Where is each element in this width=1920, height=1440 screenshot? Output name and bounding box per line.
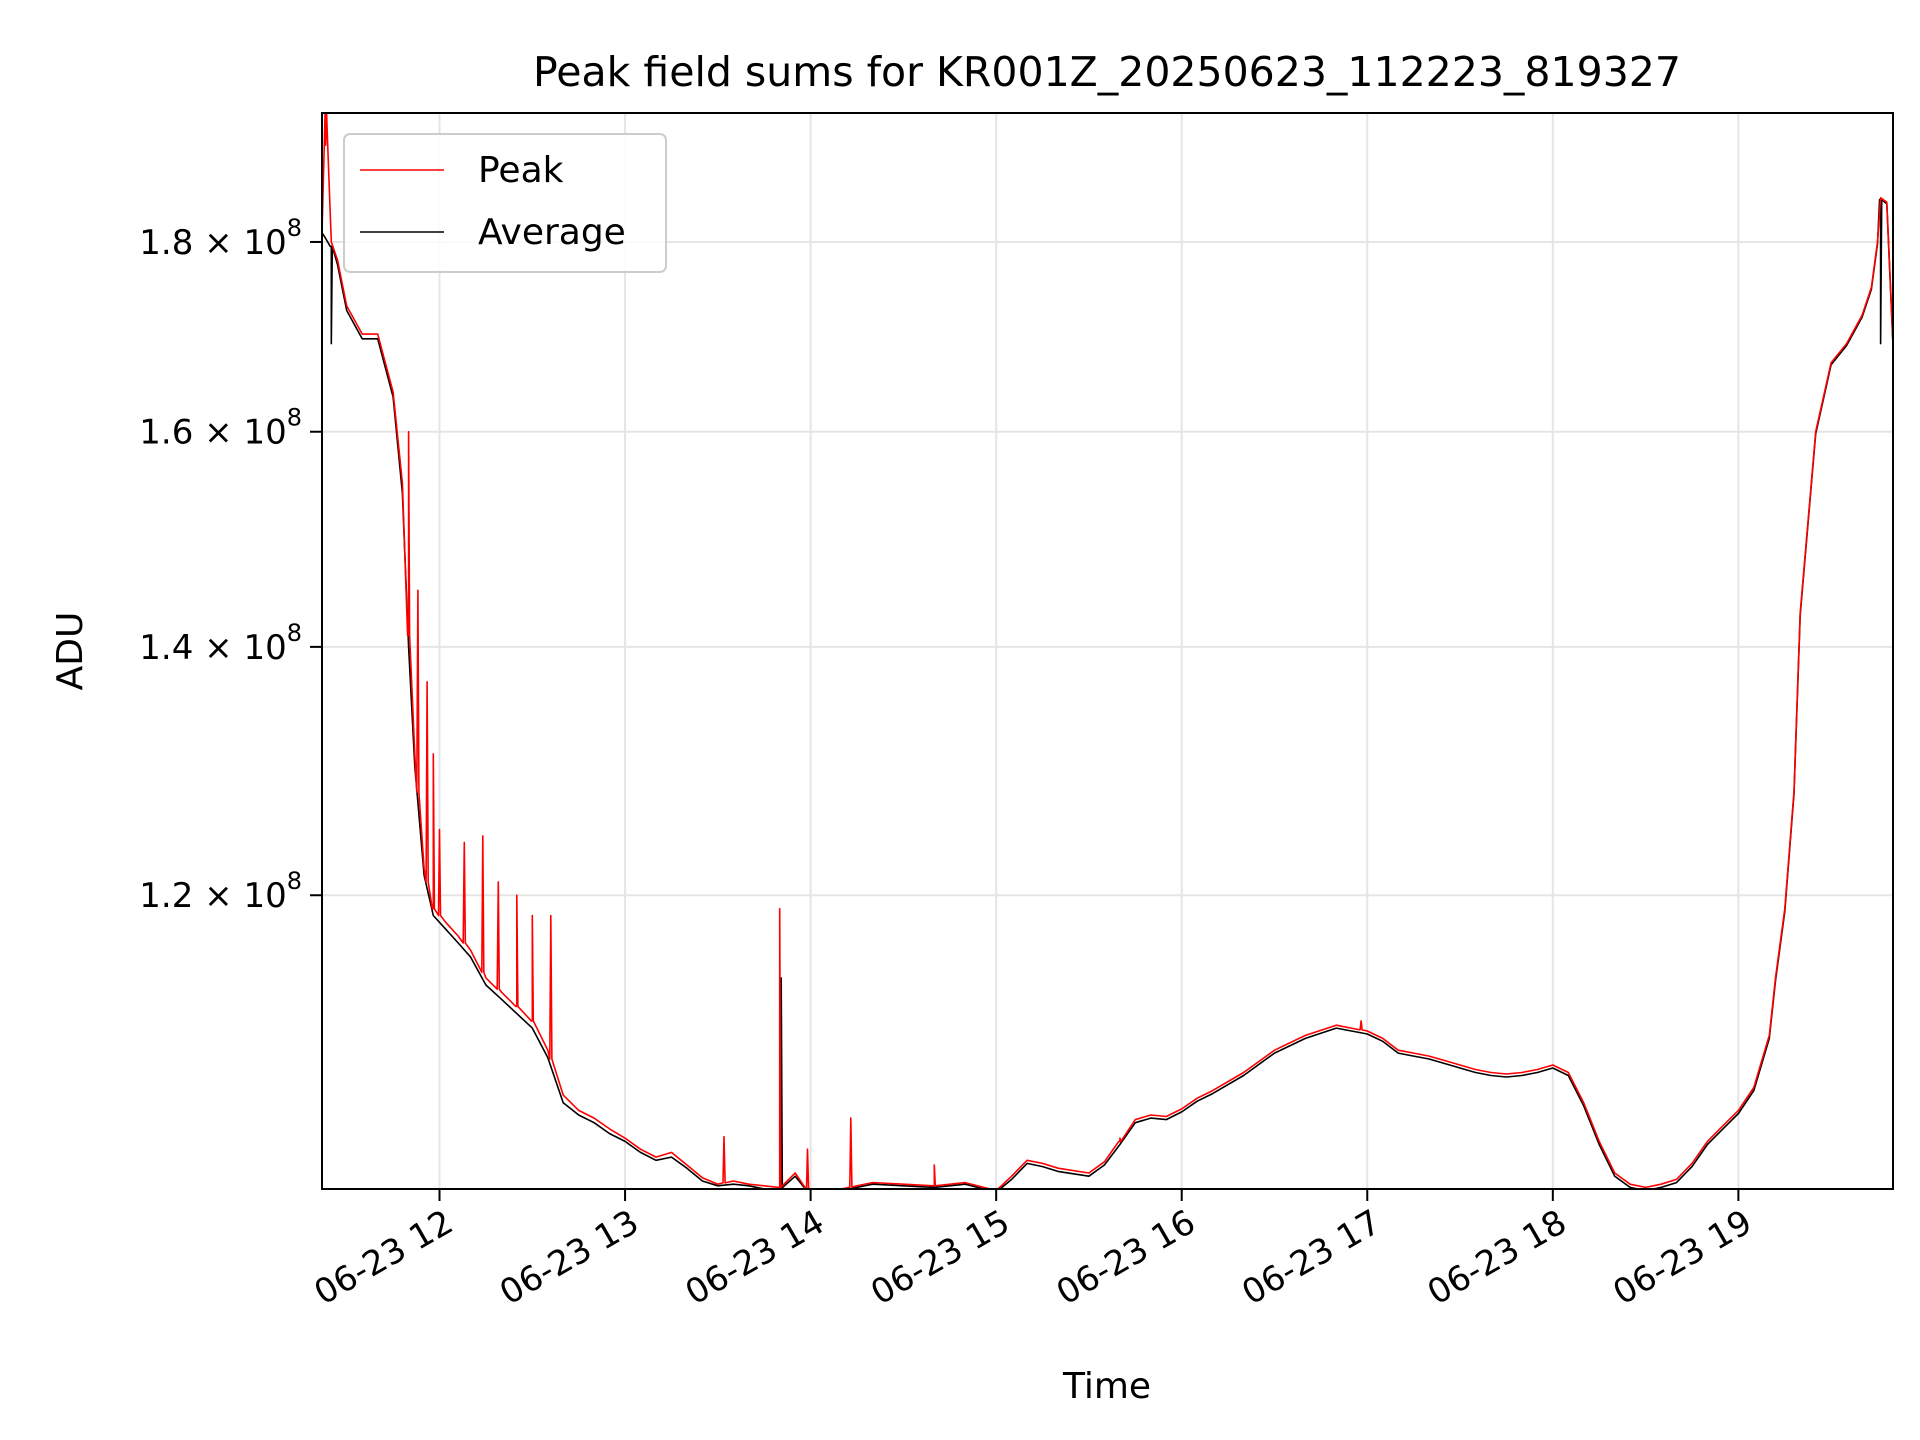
plot-frame (321, 112, 1894, 1190)
legend-average-label: Average (478, 212, 626, 253)
y-tick-label: 1.2 × 108 (139, 867, 302, 916)
x-axis-label: Time (1062, 1366, 1151, 1407)
chart-title: Peak field sums for KR001Z_20250623_1122… (533, 48, 1681, 96)
y-axis: 1.2 × 108 1.4 × 108 1.6 × 108 1.8 × 108 (139, 214, 322, 916)
legend: Peak Average (343, 133, 667, 273)
series-line-average (322, 198, 1893, 1189)
legend-peak-label: Peak (478, 150, 564, 191)
series-line-peak (322, 113, 1893, 1189)
grid (322, 113, 1893, 1189)
plot-area (322, 113, 1893, 1189)
y-tick-label: 1.4 × 108 (139, 619, 302, 668)
y-tick-label: 1.8 × 108 (139, 214, 302, 263)
y-axis-label: ADU (50, 612, 91, 691)
y-tick-label: 1.6 × 108 (139, 404, 302, 453)
legend-box (343, 133, 667, 273)
